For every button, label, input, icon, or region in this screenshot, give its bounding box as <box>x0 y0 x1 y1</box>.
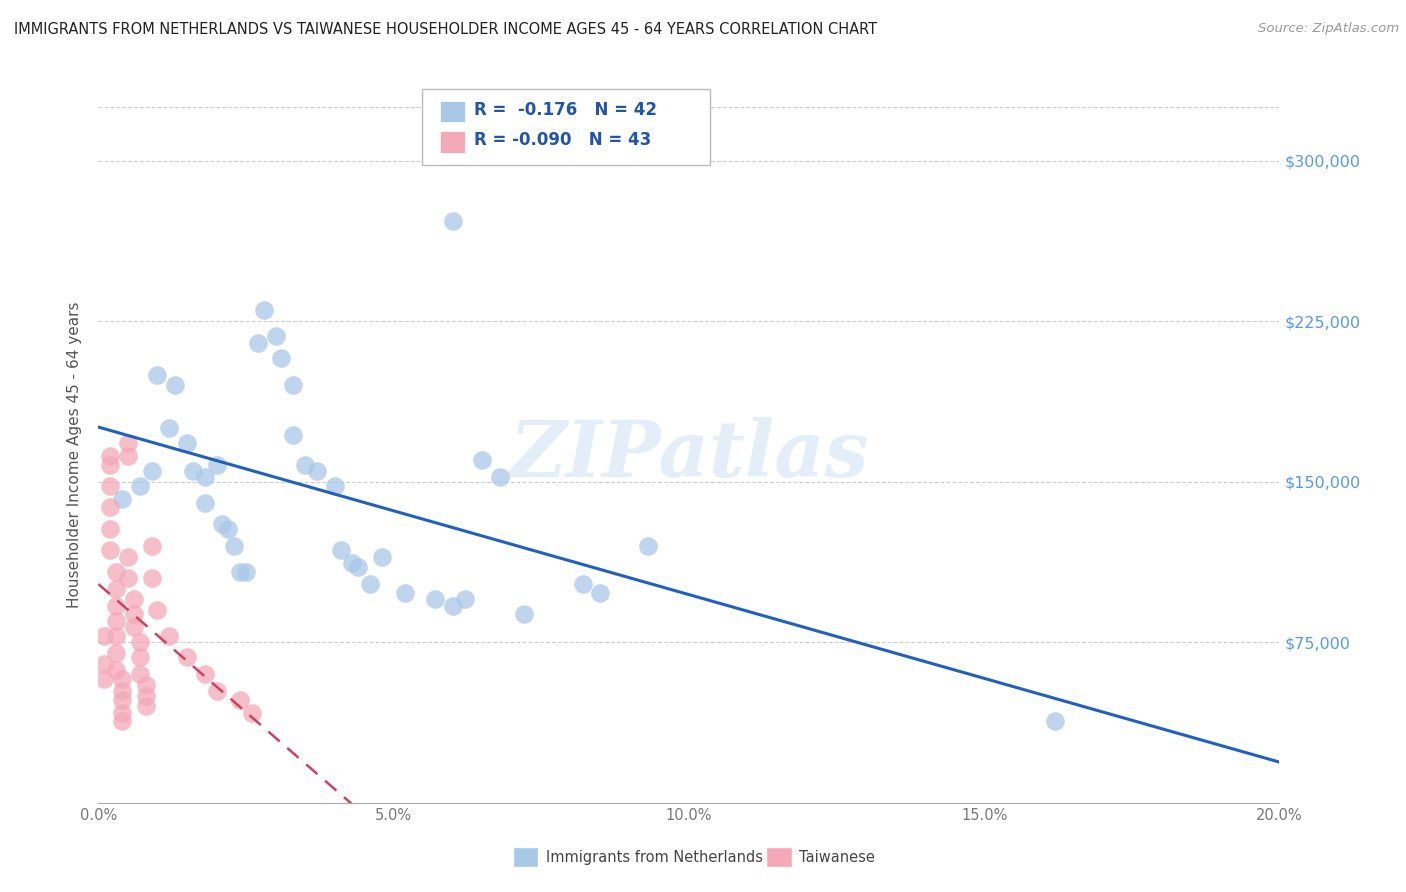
Point <box>111 693 134 707</box>
Point <box>246 335 269 350</box>
Point <box>98 522 121 536</box>
Point <box>141 464 163 478</box>
Point <box>423 592 446 607</box>
Point <box>637 539 659 553</box>
Point <box>283 378 305 392</box>
Point <box>122 592 145 607</box>
Point <box>122 607 145 622</box>
Point <box>211 517 233 532</box>
Point <box>98 449 121 463</box>
Point <box>111 714 134 729</box>
Point <box>194 667 217 681</box>
Point <box>181 464 204 478</box>
Point <box>93 657 115 671</box>
Point <box>264 329 287 343</box>
Point <box>224 539 246 553</box>
Point <box>146 368 169 382</box>
Point <box>359 577 381 591</box>
Point <box>98 458 121 472</box>
Point <box>105 629 128 643</box>
Point <box>371 549 394 564</box>
Point <box>98 500 121 515</box>
Point <box>217 522 239 536</box>
Point <box>253 303 276 318</box>
Point <box>205 684 228 698</box>
Point <box>512 607 534 622</box>
Point <box>93 672 115 686</box>
Point <box>111 706 134 720</box>
Text: Source: ZipAtlas.com: Source: ZipAtlas.com <box>1258 22 1399 36</box>
Point <box>194 470 217 484</box>
Point <box>111 672 134 686</box>
Point <box>111 684 134 698</box>
Point <box>471 453 494 467</box>
Point <box>305 464 328 478</box>
Point <box>347 560 370 574</box>
Point <box>194 496 217 510</box>
Point <box>329 543 352 558</box>
Point <box>441 213 464 227</box>
Point <box>157 421 180 435</box>
Point <box>93 629 115 643</box>
Point <box>98 479 121 493</box>
Point <box>141 539 163 553</box>
Point <box>342 556 364 570</box>
Point <box>105 663 128 677</box>
Point <box>105 565 128 579</box>
Point <box>489 470 512 484</box>
Point <box>453 592 475 607</box>
Point <box>146 603 169 617</box>
Point <box>128 667 150 681</box>
Point <box>157 629 180 643</box>
Point <box>128 635 150 649</box>
Point <box>294 458 316 472</box>
Point <box>229 565 252 579</box>
Point <box>176 436 198 450</box>
Point <box>105 646 128 660</box>
Y-axis label: Householder Income Ages 45 - 64 years: Householder Income Ages 45 - 64 years <box>67 301 83 608</box>
Point <box>135 699 157 714</box>
Point <box>141 571 163 585</box>
Point <box>1043 714 1066 729</box>
Point <box>283 427 305 442</box>
Point <box>128 479 150 493</box>
Point <box>176 650 198 665</box>
Point <box>135 689 157 703</box>
Point <box>323 479 346 493</box>
Point <box>111 491 134 506</box>
Point <box>117 449 139 463</box>
Point <box>270 351 292 365</box>
Point <box>135 678 157 692</box>
Point <box>122 620 145 634</box>
Point <box>105 614 128 628</box>
Point <box>571 577 593 591</box>
Text: R = -0.090   N = 43: R = -0.090 N = 43 <box>474 131 651 149</box>
Point <box>117 549 139 564</box>
Text: ZIPatlas: ZIPatlas <box>509 417 869 493</box>
Point <box>98 543 121 558</box>
Text: Immigrants from Netherlands: Immigrants from Netherlands <box>546 850 762 864</box>
Point <box>589 586 612 600</box>
Point <box>117 436 139 450</box>
Point <box>117 571 139 585</box>
Point <box>105 582 128 596</box>
Text: Taiwanese: Taiwanese <box>799 850 875 864</box>
Point <box>394 586 416 600</box>
Text: IMMIGRANTS FROM NETHERLANDS VS TAIWANESE HOUSEHOLDER INCOME AGES 45 - 64 YEARS C: IMMIGRANTS FROM NETHERLANDS VS TAIWANESE… <box>14 22 877 37</box>
Text: R =  -0.176   N = 42: R = -0.176 N = 42 <box>474 101 657 119</box>
Point <box>105 599 128 613</box>
Point <box>229 693 252 707</box>
Point <box>128 650 150 665</box>
Point <box>240 706 263 720</box>
Point <box>165 378 187 392</box>
Point <box>205 458 228 472</box>
Point <box>441 599 464 613</box>
Point <box>235 565 257 579</box>
